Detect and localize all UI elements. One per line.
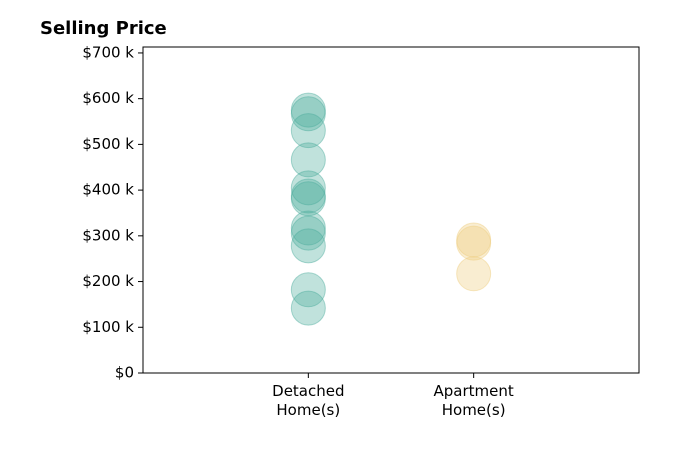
point <box>290 96 326 132</box>
point <box>290 290 326 326</box>
y-tick-label: $500 k <box>82 135 134 153</box>
point <box>290 228 326 264</box>
y-tick-label: $0 <box>115 364 134 382</box>
point <box>290 178 326 214</box>
y-tick-label: $100 k <box>82 318 134 336</box>
point <box>456 225 492 261</box>
y-tick-label: $200 k <box>82 272 134 290</box>
point <box>290 210 326 246</box>
y-tick-label: $300 k <box>82 226 134 244</box>
x-tick-label: Apartment Home(s) <box>433 382 514 419</box>
y-tick-label: $400 k <box>82 181 134 199</box>
y-tick-label: $600 k <box>82 89 134 107</box>
point <box>290 272 326 308</box>
point <box>456 256 492 292</box>
point <box>290 181 326 217</box>
point <box>290 92 326 128</box>
point <box>290 142 326 178</box>
plot-frame <box>142 46 640 374</box>
point <box>290 170 326 206</box>
point <box>290 113 326 149</box>
y-tick-label: $700 k <box>82 43 134 61</box>
chart-title: Selling Price <box>40 18 167 39</box>
x-tick-label: Detached Home(s) <box>272 382 345 419</box>
point <box>290 215 326 251</box>
point <box>456 222 492 258</box>
